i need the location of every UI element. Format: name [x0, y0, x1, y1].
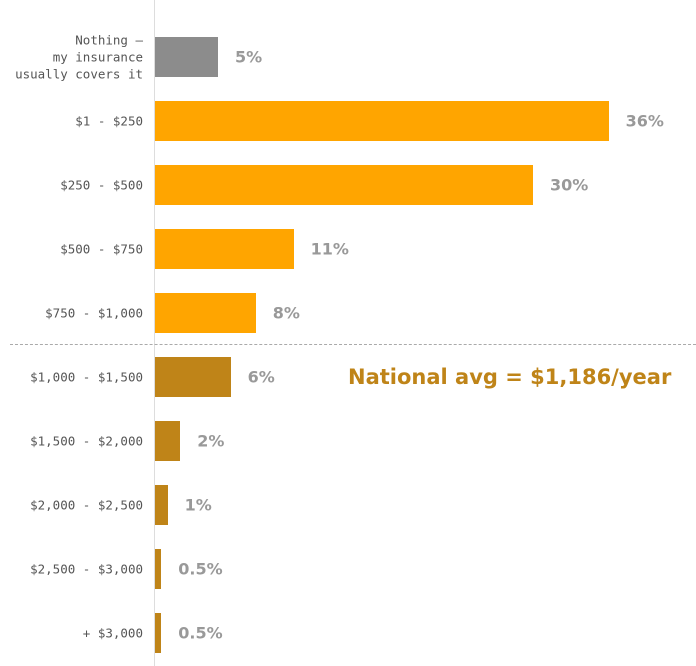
category-label: $500 - $750: [60, 241, 143, 257]
category-label: $1,000 - $1,500: [30, 369, 143, 385]
bar: [155, 421, 181, 461]
category-label: $1 - $250: [75, 113, 143, 129]
bar: [155, 293, 256, 333]
value-label: 2%: [197, 431, 225, 451]
annotation: National avg = $1,186/year: [348, 365, 672, 389]
value-label: 30%: [550, 175, 589, 195]
bar: [155, 229, 294, 269]
axis-line: [154, 0, 155, 666]
category-label: $750 - $1,000: [45, 305, 143, 321]
value-label: 36%: [625, 111, 664, 131]
divider: [10, 344, 696, 345]
bar: [155, 357, 231, 397]
bar: [155, 613, 162, 653]
value-label: 0.5%: [178, 623, 223, 643]
category-label: + $3,000: [82, 625, 143, 641]
category-label: $1,500 - $2,000: [30, 433, 143, 449]
category-label: Nothing — my insurance usually covers it: [15, 32, 143, 82]
bar: [155, 165, 533, 205]
bar: [155, 549, 162, 589]
value-label: 0.5%: [178, 559, 223, 579]
value-label: 1%: [184, 495, 212, 515]
category-label: $250 - $500: [60, 177, 143, 193]
value-label: 8%: [272, 303, 300, 323]
value-label: 5%: [235, 47, 263, 67]
value-label: 11%: [310, 239, 349, 259]
bar: [155, 37, 218, 77]
bar: [155, 101, 609, 141]
category-label: $2,500 - $3,000: [30, 561, 143, 577]
value-label: 6%: [247, 367, 275, 387]
category-label: $2,000 - $2,500: [30, 497, 143, 513]
bar: [155, 485, 168, 525]
